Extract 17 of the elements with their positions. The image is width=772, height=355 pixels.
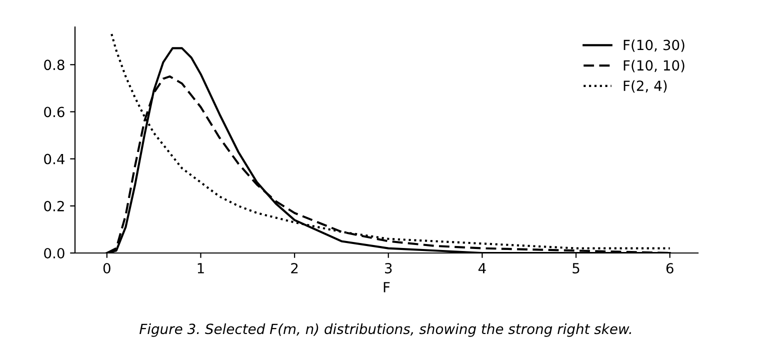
x-tick-label: 4 xyxy=(478,263,486,274)
y-tick-label: 0.2 xyxy=(44,200,64,212)
y-tick-label: 0.0 xyxy=(44,248,64,258)
y-tick-label: 0.6 xyxy=(44,106,64,118)
legend-label: F(10, 10) xyxy=(624,60,684,72)
x-axis-title: F xyxy=(384,282,390,292)
caption: Figure 3. Selected F(m, n) distributions, showing the strong right skew. xyxy=(140,323,632,337)
x-tick-label: 3 xyxy=(385,262,392,274)
x-tick-label: 5 xyxy=(572,263,580,274)
x-tick-label: 0 xyxy=(103,262,110,274)
x-tick-label: 2 xyxy=(291,262,298,274)
legend-label: F(10, 30) xyxy=(624,40,684,52)
y-tick-label: 0.4 xyxy=(44,154,64,164)
x-tick-label: 6 xyxy=(666,262,674,274)
legend-label: F(2, 4) xyxy=(624,80,667,93)
y-tick-label: 0.8 xyxy=(44,60,64,70)
x-tick-label: 1 xyxy=(198,263,204,274)
